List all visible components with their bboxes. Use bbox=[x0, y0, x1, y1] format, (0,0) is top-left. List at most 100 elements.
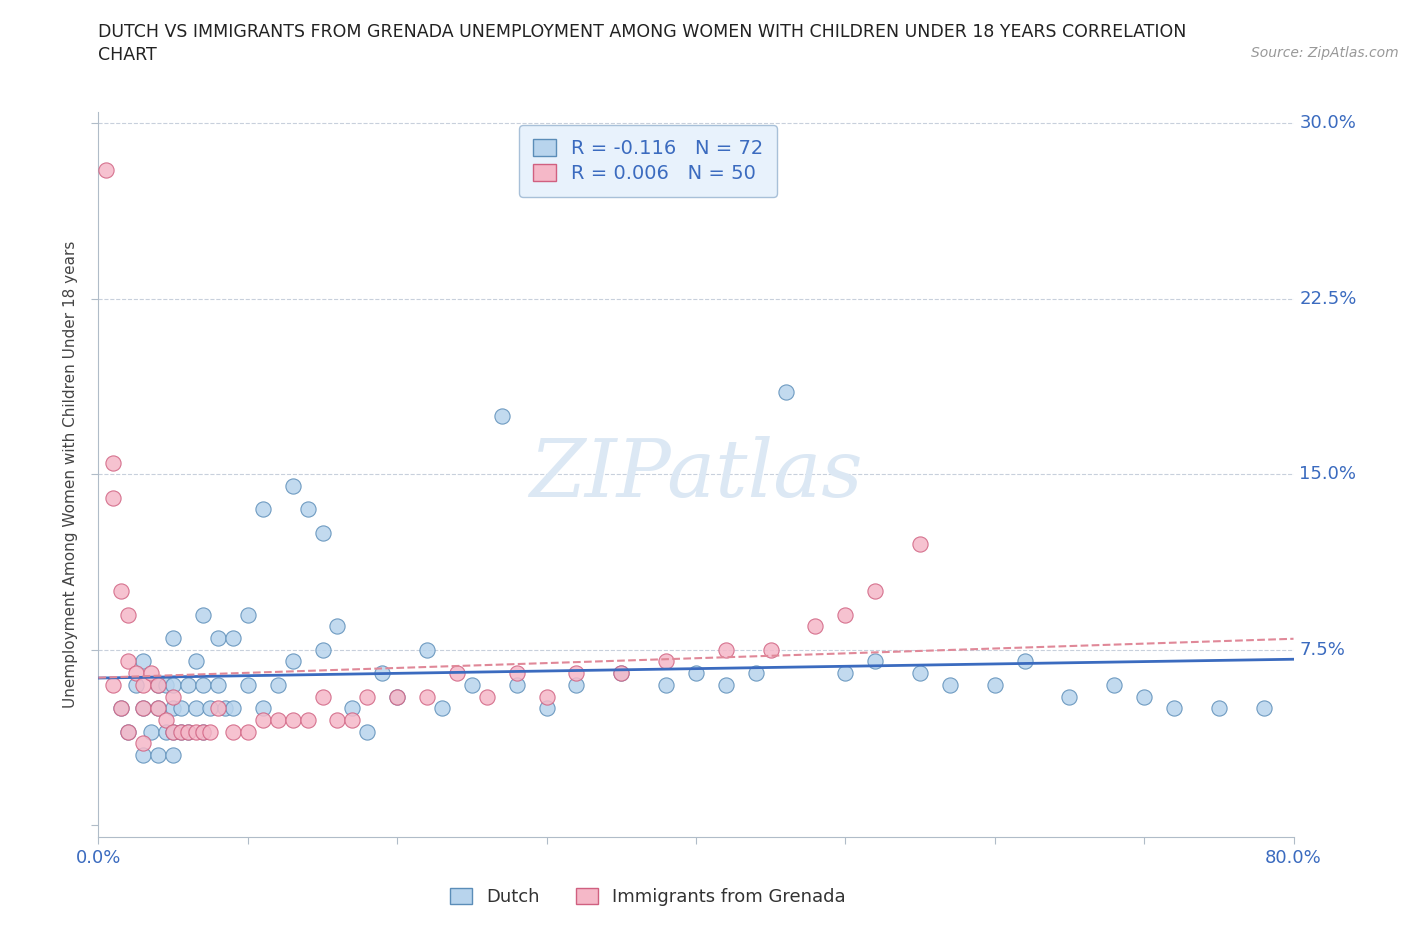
Point bbox=[804, 619, 827, 634]
Point bbox=[610, 666, 633, 681]
Point bbox=[1059, 689, 1081, 704]
Point bbox=[565, 677, 588, 692]
Point bbox=[155, 712, 177, 727]
Point bbox=[1253, 701, 1275, 716]
Point bbox=[311, 689, 333, 704]
Point bbox=[865, 654, 887, 669]
Point bbox=[655, 654, 678, 669]
Point bbox=[655, 677, 678, 692]
Point bbox=[162, 677, 184, 692]
Point bbox=[491, 408, 513, 423]
Point bbox=[281, 479, 304, 494]
Point bbox=[162, 631, 184, 645]
Point bbox=[177, 724, 200, 739]
Point bbox=[326, 619, 349, 634]
Point bbox=[191, 607, 214, 622]
Point bbox=[775, 385, 797, 400]
Point bbox=[236, 677, 259, 692]
Point bbox=[94, 163, 117, 178]
Point bbox=[148, 701, 170, 716]
Point bbox=[132, 701, 155, 716]
Point bbox=[125, 677, 148, 692]
Point bbox=[139, 724, 162, 739]
Point bbox=[148, 677, 170, 692]
Point bbox=[430, 701, 453, 716]
Point bbox=[177, 677, 200, 692]
Point bbox=[117, 607, 139, 622]
Point bbox=[342, 701, 364, 716]
Point bbox=[281, 712, 304, 727]
Point bbox=[103, 677, 125, 692]
Point bbox=[169, 724, 191, 739]
Point bbox=[132, 677, 155, 692]
Point bbox=[908, 537, 931, 551]
Point bbox=[177, 724, 200, 739]
Point bbox=[536, 689, 558, 704]
Point bbox=[184, 724, 207, 739]
Point bbox=[222, 631, 245, 645]
Point bbox=[416, 689, 439, 704]
Point bbox=[342, 712, 364, 727]
Point bbox=[267, 677, 290, 692]
Point bbox=[110, 701, 132, 716]
Point bbox=[252, 701, 274, 716]
Point bbox=[148, 748, 170, 763]
Point bbox=[1133, 689, 1156, 704]
Point bbox=[311, 525, 333, 540]
Text: DUTCH VS IMMIGRANTS FROM GRENADA UNEMPLOYMENT AMONG WOMEN WITH CHILDREN UNDER 18: DUTCH VS IMMIGRANTS FROM GRENADA UNEMPLO… bbox=[98, 23, 1187, 41]
Point bbox=[1014, 654, 1036, 669]
Point bbox=[759, 643, 782, 658]
Point bbox=[148, 701, 170, 716]
Point bbox=[908, 666, 931, 681]
Point bbox=[236, 724, 259, 739]
Point bbox=[110, 584, 132, 599]
Legend: Dutch, Immigrants from Grenada: Dutch, Immigrants from Grenada bbox=[441, 879, 855, 915]
Point bbox=[714, 677, 737, 692]
Point bbox=[1104, 677, 1126, 692]
Point bbox=[252, 712, 274, 727]
Point bbox=[207, 677, 229, 692]
Point bbox=[125, 666, 148, 681]
Point bbox=[132, 701, 155, 716]
Point bbox=[506, 677, 529, 692]
Point bbox=[132, 748, 155, 763]
Text: 7.5%: 7.5% bbox=[1299, 641, 1346, 658]
Point bbox=[356, 724, 378, 739]
Point bbox=[148, 677, 170, 692]
Point bbox=[461, 677, 484, 692]
Point bbox=[1163, 701, 1185, 716]
Point bbox=[385, 689, 409, 704]
Point bbox=[184, 654, 207, 669]
Point bbox=[155, 724, 177, 739]
Point bbox=[162, 724, 184, 739]
Point bbox=[117, 724, 139, 739]
Point bbox=[132, 654, 155, 669]
Point bbox=[184, 701, 207, 716]
Point bbox=[200, 724, 222, 739]
Point bbox=[834, 607, 856, 622]
Point bbox=[103, 490, 125, 505]
Point bbox=[132, 736, 155, 751]
Point bbox=[252, 502, 274, 517]
Point bbox=[162, 748, 184, 763]
Point bbox=[385, 689, 409, 704]
Point bbox=[191, 724, 214, 739]
Text: 30.0%: 30.0% bbox=[1299, 114, 1357, 132]
Point bbox=[169, 724, 191, 739]
Text: Source: ZipAtlas.com: Source: ZipAtlas.com bbox=[1251, 46, 1399, 60]
Point bbox=[536, 701, 558, 716]
Text: 15.0%: 15.0% bbox=[1299, 465, 1357, 484]
Point bbox=[446, 666, 468, 681]
Point bbox=[207, 701, 229, 716]
Point bbox=[371, 666, 394, 681]
Point bbox=[745, 666, 768, 681]
Point bbox=[865, 584, 887, 599]
Point bbox=[222, 724, 245, 739]
Point bbox=[110, 701, 132, 716]
Point bbox=[506, 666, 529, 681]
Point bbox=[1208, 701, 1230, 716]
Point bbox=[139, 666, 162, 681]
Point bbox=[326, 712, 349, 727]
Point bbox=[267, 712, 290, 727]
Point bbox=[297, 502, 319, 517]
